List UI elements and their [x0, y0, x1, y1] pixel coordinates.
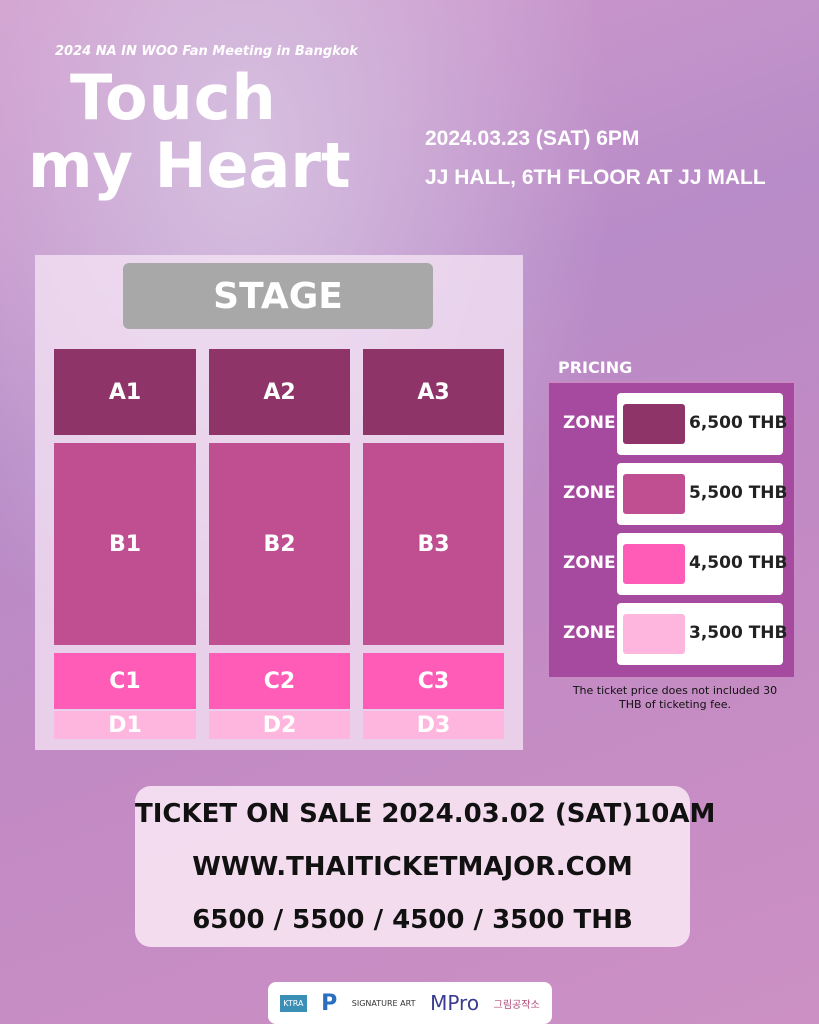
pricing-note: The ticket price does not included 30 TH… [572, 684, 778, 711]
zone-a2: A2 [209, 349, 350, 435]
price-row: ZONE 4,500 THB [549, 533, 794, 595]
price-value: 3,500 THB [689, 623, 788, 643]
sponsor-logo: SIGNATURE ART [351, 998, 416, 1008]
color-swatch [623, 474, 685, 514]
price-row: ZONE 3,500 THB [549, 603, 794, 665]
sponsor-logo: P [321, 990, 338, 1016]
price-row: ZONE 6,500 THB [549, 393, 794, 455]
ticket-info: TICKET ON SALE 2024.03.02 (SAT)10AM WWW.… [135, 786, 716, 947]
color-swatch [623, 614, 685, 654]
sponsor-logo: 그림공작소 [493, 999, 540, 1011]
zone-d3: D3 [363, 711, 504, 739]
sponsor-logo: MPro [430, 991, 480, 1015]
zone-label: ZONE [563, 553, 616, 573]
sale-date: TICKET ON SALE 2024.03.02 (SAT)10AM [135, 799, 716, 829]
zone-label: ZONE [563, 413, 616, 433]
title-line-1: Touch [70, 61, 277, 134]
ticket-website-link[interactable]: WWW.THAITICKETMAJOR.COM [192, 852, 633, 882]
sponsor-logo: KTRA [280, 994, 307, 1012]
zone-d2: D2 [209, 711, 350, 739]
event-subtitle: 2024 NA IN WOO Fan Meeting in Bangkok [55, 44, 358, 59]
color-swatch [623, 544, 685, 584]
color-swatch [623, 404, 685, 444]
zone-a3: A3 [363, 349, 504, 435]
zone-c1: C1 [54, 653, 196, 709]
sponsor-logos: KTRA P SIGNATURE ART MPro 그림공작소 [268, 982, 552, 1024]
price-value: 4,500 THB [689, 553, 788, 573]
stage: STAGE [123, 263, 433, 329]
ticket-prices: 6500 / 5500 / 4500 / 3500 THB [192, 905, 633, 935]
zone-d1: D1 [54, 711, 196, 739]
zone-a1: A1 [54, 349, 196, 435]
zone-label: ZONE [563, 483, 616, 503]
price-value: 6,500 THB [689, 413, 788, 433]
price-row: ZONE 5,500 THB [549, 463, 794, 525]
price-value: 5,500 THB [689, 483, 788, 503]
event-venue: JJ HALL, 6TH FLOOR AT JJ MALL [425, 166, 766, 189]
title-line-2: my Heart [28, 129, 351, 202]
zone-b1: B1 [54, 443, 196, 645]
pricing-title: PRICING [558, 358, 633, 377]
zone-label: ZONE [563, 623, 616, 643]
zone-c2: C2 [209, 653, 350, 709]
zone-b3: B3 [363, 443, 504, 645]
zone-c3: C3 [363, 653, 504, 709]
pricing-box: ZONE 6,500 THB ZONE 5,500 THB ZONE 4,500 TH… [547, 381, 796, 679]
event-date: 2024.03.23 (SAT) 6PM [425, 127, 640, 150]
zone-b2: B2 [209, 443, 350, 645]
